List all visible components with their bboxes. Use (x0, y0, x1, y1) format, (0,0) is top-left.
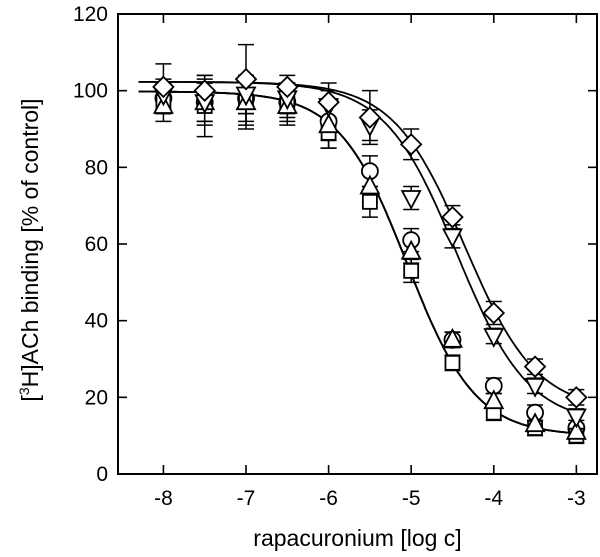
series-diamond (155, 43, 585, 406)
y-tick-label: 80 (85, 156, 108, 179)
data-point-triangle-down (483, 328, 505, 348)
x-tick-label: -5 (402, 487, 421, 510)
data-point-triangle-down (441, 228, 463, 249)
data-point-square (403, 262, 420, 279)
x-tick-label: -8 (154, 487, 173, 510)
y-tick-label: 0 (96, 463, 108, 486)
fit-curve-triangle-up (138, 90, 577, 435)
data-point-triangle-up (524, 412, 546, 433)
data-point-diamond (234, 67, 258, 91)
data-point-diamond (482, 301, 506, 325)
data-point-square (361, 193, 378, 210)
y-tick-label: 40 (85, 310, 108, 333)
x-tick-label: -4 (484, 487, 503, 510)
data-point-triangle-down (524, 377, 546, 398)
y-tick-label: 120 (73, 3, 108, 26)
x-axis-title: rapacuronium [log c] (253, 525, 461, 551)
data-point-triangle-up (483, 389, 505, 410)
y-axis-title-superscript: 3 (16, 387, 32, 395)
data-point-diamond (358, 106, 382, 129)
data-point-diamond (193, 79, 216, 102)
data-point-diamond (276, 75, 299, 99)
y-tick-label: 100 (73, 80, 108, 103)
y-axis-title-rest: H]ACh binding [% of control] (17, 98, 43, 387)
data-point-square (444, 354, 461, 371)
markers-triangle-up (152, 90, 587, 440)
axis-ticks: -8 -7 -6 -5 -4 -3 0 20 40 60 80 100 120 (73, 3, 597, 510)
data-point-diamond (523, 355, 547, 378)
y-tick-label: 20 (85, 386, 108, 409)
y-axis-title: [3H]ACh binding [% of control] (16, 98, 43, 401)
data-point-triangle-down (400, 190, 422, 210)
fit-curve-diamond (138, 81, 577, 398)
data-point-triangle-up (441, 327, 463, 348)
x-tick-label: -3 (567, 487, 586, 510)
data-point-triangle-down (565, 408, 587, 429)
data-point-triangle-up (400, 239, 422, 260)
markers-square (155, 94, 585, 444)
data-point-diamond (399, 133, 423, 156)
x-tick-label: -7 (237, 487, 256, 510)
data-point-diamond (441, 205, 464, 229)
y-axis-title-open: [ (17, 395, 43, 402)
markers-diamond (152, 67, 588, 409)
x-tick-label: -6 (319, 487, 338, 510)
plot-frame (117, 13, 598, 475)
data-point-diamond (152, 75, 175, 99)
data-point-triangle-up (565, 419, 587, 440)
data-point-diamond (317, 90, 340, 114)
fit-curve-circle (138, 90, 577, 435)
y-tick-label: 60 (85, 233, 108, 256)
data-point-triangle-up (318, 113, 340, 134)
fit-curve-square (138, 90, 577, 435)
data-point-diamond (565, 386, 588, 409)
plot-area (138, 43, 588, 445)
data-point-triangle-up (359, 174, 381, 195)
